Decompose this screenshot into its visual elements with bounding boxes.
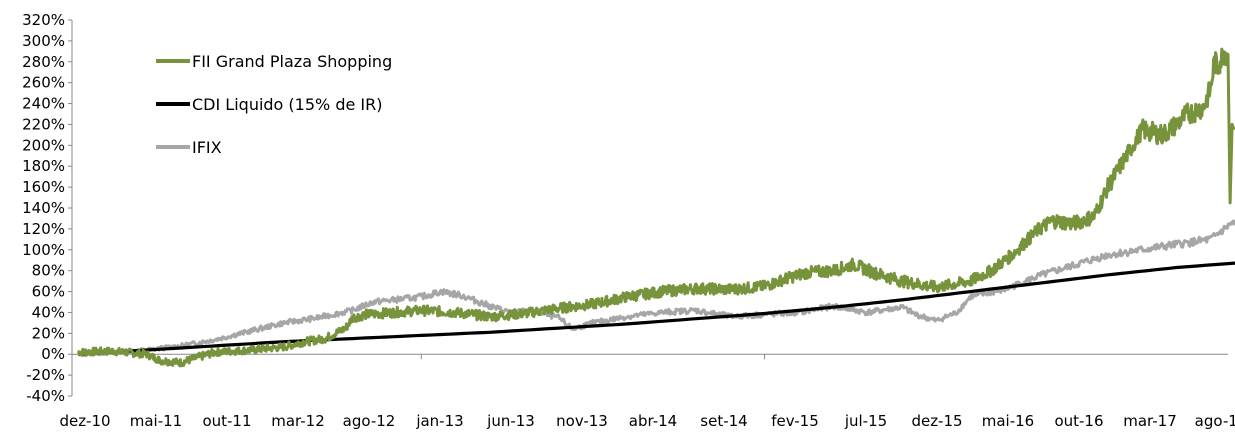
y-tick-label: 80% — [32, 262, 65, 280]
x-tick-label: mar-17 — [1123, 412, 1177, 430]
series-line-1 — [77, 261, 1235, 356]
y-tick-label: 60% — [32, 283, 65, 301]
y-tick-label: 20% — [32, 324, 65, 342]
x-tick-label: mai-11 — [130, 412, 182, 430]
x-tick-label: fev-15 — [771, 412, 818, 430]
series-line-0 — [77, 47, 1235, 368]
y-tick-label: 220% — [22, 115, 65, 133]
y-tick-label: 320% — [22, 11, 65, 29]
x-tick-label: mar-12 — [271, 412, 325, 430]
x-tick-label: nov-13 — [556, 412, 608, 430]
x-tick-label: set-14 — [700, 412, 747, 430]
y-tick-label: 120% — [22, 220, 65, 238]
y-tick-label: -20% — [26, 366, 65, 384]
x-axis: dez-10 mai-11 out-11 mar-12 ago-12 jan-13 jun-… — [59, 353, 1235, 430]
x-tick-label: abr-14 — [629, 412, 677, 430]
legend-label-1: CDI Liquido (15% de IR) — [192, 95, 382, 114]
series-layer — [77, 47, 1235, 368]
x-tick-label: out-16 — [1054, 412, 1103, 430]
y-tick-label: 280% — [22, 53, 65, 71]
x-tick-label: jan-13 — [415, 412, 463, 430]
x-tick-label: dez-10 — [59, 412, 110, 430]
x-tick-label: ago-17 — [1195, 412, 1235, 430]
y-tick-label: 240% — [22, 95, 65, 113]
x-tick-label: ago-12 — [343, 412, 396, 430]
y-tick-label: 300% — [22, 32, 65, 50]
x-tick-label: mai-16 — [982, 412, 1034, 430]
y-tick-label: -40% — [26, 387, 65, 405]
x-tick-label: jul-15 — [844, 412, 887, 430]
series-line-2 — [77, 219, 1235, 358]
y-tick-label: 0% — [41, 345, 65, 363]
y-tick-label: 100% — [22, 241, 65, 259]
x-tick-label: jun-13 — [486, 412, 535, 430]
legend: FII Grand Plaza Shopping CDI Liquido (15%… — [156, 52, 392, 157]
y-tick-label: 160% — [22, 178, 65, 196]
y-tick-label: 140% — [22, 199, 65, 217]
y-axis: 320% 300% 280% 260% 240% 220% 200% 180% 160% 140%… — [22, 11, 73, 405]
x-tick-label: out-11 — [202, 412, 251, 430]
y-tick-label: 180% — [22, 157, 65, 175]
y-tick-label: 200% — [22, 136, 65, 154]
x-tick-label: dez-15 — [911, 412, 962, 430]
y-tick-label: 260% — [22, 74, 65, 92]
legend-label-0: FII Grand Plaza Shopping — [192, 52, 392, 71]
legend-label-2: IFIX — [192, 138, 222, 157]
y-tick-label: 40% — [32, 303, 65, 321]
